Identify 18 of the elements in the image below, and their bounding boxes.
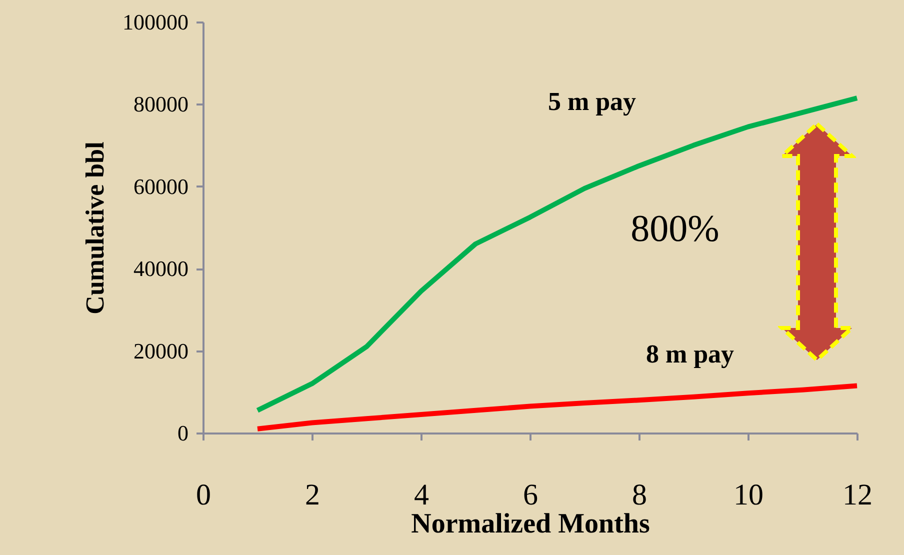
y-tick-label: 60000 bbox=[134, 174, 188, 199]
x-tick-label: 2 bbox=[305, 478, 320, 512]
series-label: 8 m pay bbox=[646, 340, 734, 369]
y-tick-label: 80000 bbox=[134, 92, 188, 117]
x-tick-label: 10 bbox=[734, 478, 764, 512]
x-tick-label: 0 bbox=[196, 478, 211, 512]
x-tick-label: 8 bbox=[632, 478, 647, 512]
x-tick-label: 12 bbox=[842, 478, 872, 512]
y-tick-label: 0 bbox=[178, 420, 188, 446]
annotation: 800% bbox=[630, 208, 720, 250]
x-axis-title: Normalized Months bbox=[411, 508, 650, 540]
series-label: 5 m pay bbox=[548, 87, 636, 116]
y-axis-title: Cumulative bbl bbox=[80, 142, 110, 314]
y-tick-label: 40000 bbox=[134, 256, 188, 282]
y-tick-label: 100000 bbox=[122, 10, 188, 34]
y-tick-label: 20000 bbox=[134, 338, 188, 364]
x-tick-label: 4 bbox=[414, 478, 429, 512]
x-tick-label: 6 bbox=[523, 478, 538, 512]
